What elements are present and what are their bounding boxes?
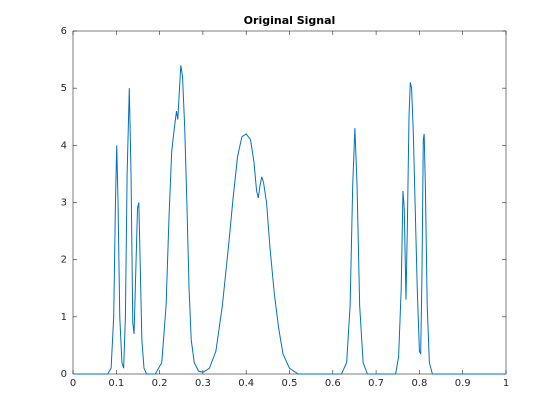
x-tick-label: 0.9	[455, 378, 471, 389]
x-tick-label: 0.5	[282, 378, 298, 389]
y-tick-label: 0	[61, 369, 67, 380]
x-tick-label: 0.2	[152, 378, 168, 389]
x-tick-label: 0.8	[411, 378, 427, 389]
chart-title: Original Signal	[244, 14, 336, 27]
x-tick-label: 0.6	[325, 378, 341, 389]
axes-box	[72, 30, 507, 375]
y-tick-label: 1	[61, 312, 67, 323]
x-tick-label: 0	[70, 378, 76, 389]
x-tick-label: 0.4	[238, 378, 254, 389]
y-tick-label: 4	[61, 140, 67, 151]
y-tick-label: 6	[61, 26, 67, 37]
x-tick-label: 0.1	[108, 378, 124, 389]
y-tick-label: 5	[61, 83, 67, 94]
x-tick-label: 1	[503, 378, 509, 389]
x-tick-label: 0.7	[368, 378, 384, 389]
signal-line	[73, 65, 506, 375]
y-tick-label: 3	[61, 198, 67, 209]
x-tick-label: 0.3	[195, 378, 211, 389]
y-tick-label: 2	[61, 255, 67, 266]
